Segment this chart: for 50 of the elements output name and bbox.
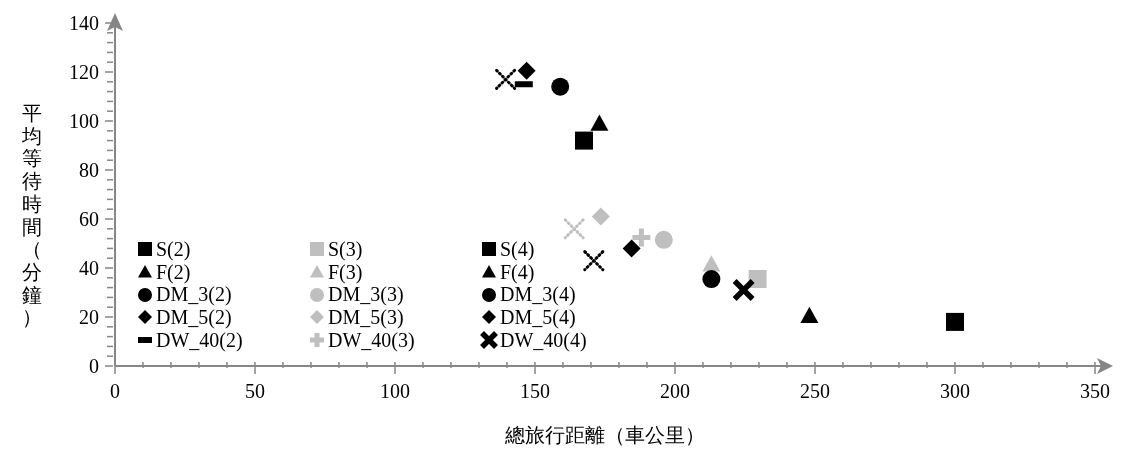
point (495, 68, 517, 90)
x-tick-label: 150 (520, 380, 550, 402)
point (629, 225, 653, 249)
legend-label: DW_40(2) (156, 328, 243, 352)
legend-label: DM_3(2) (156, 283, 232, 307)
legend-label: DM_3(3) (328, 283, 404, 307)
legend-label: F(3) (328, 260, 363, 284)
legend-label: F(4) (500, 260, 535, 284)
legend-label: F(2) (156, 260, 191, 284)
x-tick-label: 100 (380, 380, 410, 402)
y-tick-label: 120 (69, 61, 99, 83)
point (583, 250, 605, 272)
point (654, 230, 673, 249)
point (800, 306, 819, 323)
y-tick-label: 100 (69, 110, 99, 132)
x-tick-label: 350 (1080, 380, 1110, 402)
x-axis-title: 總旅行距離（車公里） (504, 424, 705, 446)
point (748, 270, 767, 289)
legend-label: DM_3(4) (500, 283, 576, 307)
text: 平均等待時間（分鐘） (22, 102, 42, 329)
point (590, 114, 609, 131)
point (731, 278, 756, 302)
y-tick-label: 0 (89, 355, 99, 377)
y-tick-label: 60 (79, 208, 99, 230)
legend-label: DM_5(3) (328, 306, 404, 329)
point (563, 218, 585, 240)
y-tick-label: 80 (79, 159, 99, 181)
point (551, 77, 570, 96)
legend-label: DW_40(3) (328, 328, 415, 352)
legend-label: S(3) (328, 238, 363, 261)
point (702, 255, 721, 272)
point (702, 270, 721, 289)
point (946, 312, 964, 331)
y-tick-label: 140 (69, 12, 99, 34)
point (591, 207, 610, 226)
point (622, 239, 641, 258)
point (517, 61, 536, 80)
x-tick-label: 50 (245, 380, 265, 402)
legend-label: DM_5(2) (156, 306, 232, 329)
y-tick-label: 20 (79, 306, 99, 328)
x-tick-label: 200 (660, 380, 690, 402)
y-tick-label: 40 (79, 257, 99, 279)
x-tick-label: 250 (800, 380, 830, 402)
x-tick-label: 300 (940, 380, 970, 402)
legend-label: S(4) (500, 238, 535, 261)
legend-label: DM_5(4) (500, 306, 576, 329)
legend-label: DW_40(4) (500, 328, 587, 352)
point (575, 131, 593, 150)
legend-label: S(2) (156, 238, 191, 261)
x-tick-label: 0 (110, 380, 120, 402)
